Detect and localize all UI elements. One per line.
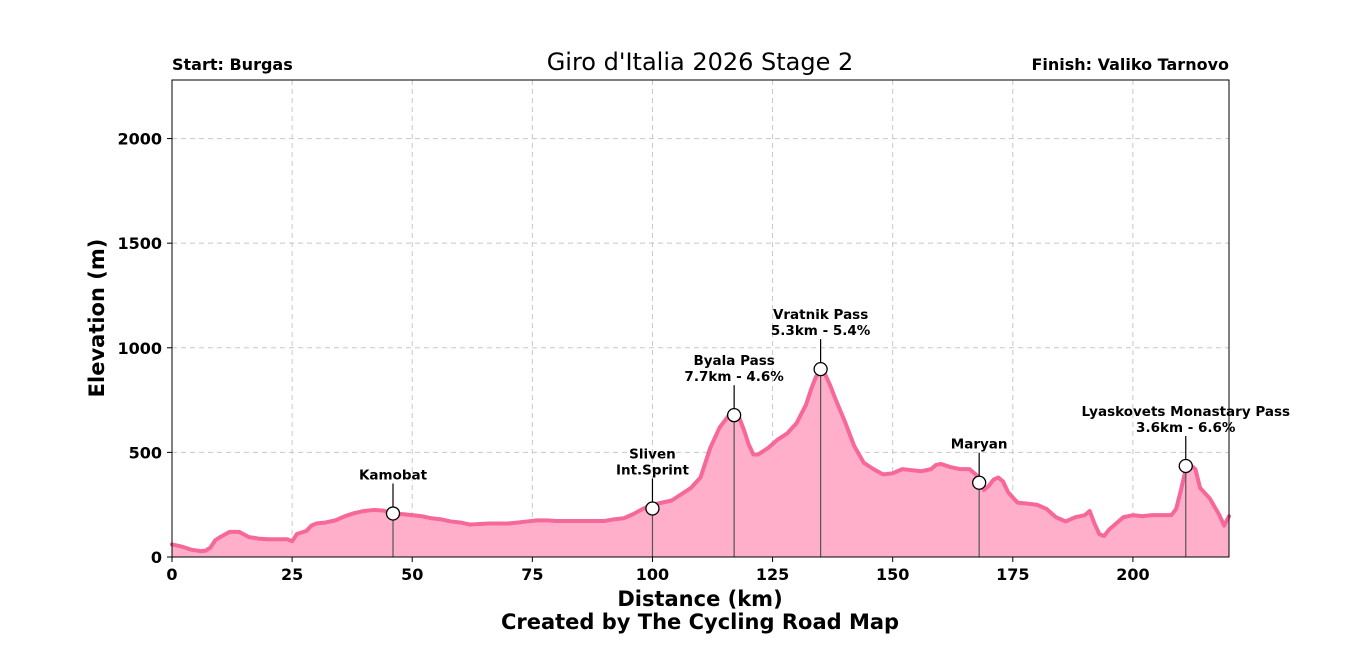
annotation-label: Vratnik Pass 5.3km - 5.4% — [771, 307, 871, 339]
y-tick-label: 2000 — [117, 130, 162, 149]
x-tick-label: 100 — [636, 565, 669, 584]
climb-annotation: Vratnik Pass 5.3km - 5.4% — [771, 307, 871, 557]
x-tick-label: 75 — [521, 565, 543, 584]
x-tick-label: 200 — [1116, 565, 1149, 584]
annotation-marker — [385, 506, 401, 521]
climb-annotation: Maryan — [951, 437, 1008, 557]
annotation-label: Maryan — [951, 437, 1008, 453]
elevation-fill — [172, 369, 1229, 557]
annotation-marker — [1178, 458, 1193, 474]
elevation-area — [170, 367, 1231, 557]
plot-border — [171, 79, 1230, 558]
y-tick-label: 1500 — [117, 234, 162, 253]
annotation-marker — [726, 408, 742, 423]
x-tick-label: 150 — [876, 565, 909, 584]
x-tick-label: 0 — [166, 565, 177, 584]
x-axis-ticks: 0 25 50 75 100 125 150 175 200 — [166, 557, 1150, 584]
start-label: Start: Burgas — [172, 55, 293, 74]
x-tick-label: 25 — [281, 565, 303, 584]
annotation-label: Sliven Int.Sprint — [616, 446, 689, 478]
elevation-line — [170, 367, 1231, 554]
annotation-marker — [645, 501, 660, 516]
climb-annotation: Lyaskovets Monastary Pass 3.6km - 6.6% — [1081, 404, 1290, 557]
annotation-label: Kamobat — [359, 467, 428, 483]
y-tick-label: 0 — [151, 548, 162, 567]
x-axis-title: Distance (km) — [617, 587, 782, 611]
annotation-marker — [813, 361, 828, 377]
plot-frame — [171, 79, 1230, 558]
climb-annotation: Sliven Int.Sprint — [616, 446, 689, 557]
y-tick-label: 1000 — [117, 339, 162, 358]
chart-title: Giro d'Italia 2026 Stage 2 — [547, 48, 854, 76]
x-tick-label: 175 — [996, 565, 1029, 584]
y-tick-label: 500 — [129, 443, 162, 462]
climb-annotations: Kamobat Sliven Int.Sprint Byala Pass 7.7km -… — [359, 307, 1290, 557]
y-axis-title: Elevation (m) — [85, 239, 109, 398]
x-tick-label: 125 — [756, 565, 789, 584]
annotation-label: Lyaskovets Monastary Pass 3.6km - 6.6% — [1081, 404, 1290, 436]
y-axis-ticks: 0 500 1000 1500 2000 — [117, 130, 172, 567]
finish-label: Finish: Valiko Tarnovo — [1031, 55, 1229, 74]
credit-text: Created by The Cycling Road Map — [501, 610, 899, 634]
annotation-marker — [972, 475, 987, 490]
climb-annotation: Kamobat — [359, 467, 428, 557]
x-tick-label: 50 — [401, 565, 423, 584]
annotation-label: Byala Pass 7.7km - 4.6% — [684, 353, 784, 385]
climb-annotation: Byala Pass 7.7km - 4.6% — [684, 353, 784, 557]
